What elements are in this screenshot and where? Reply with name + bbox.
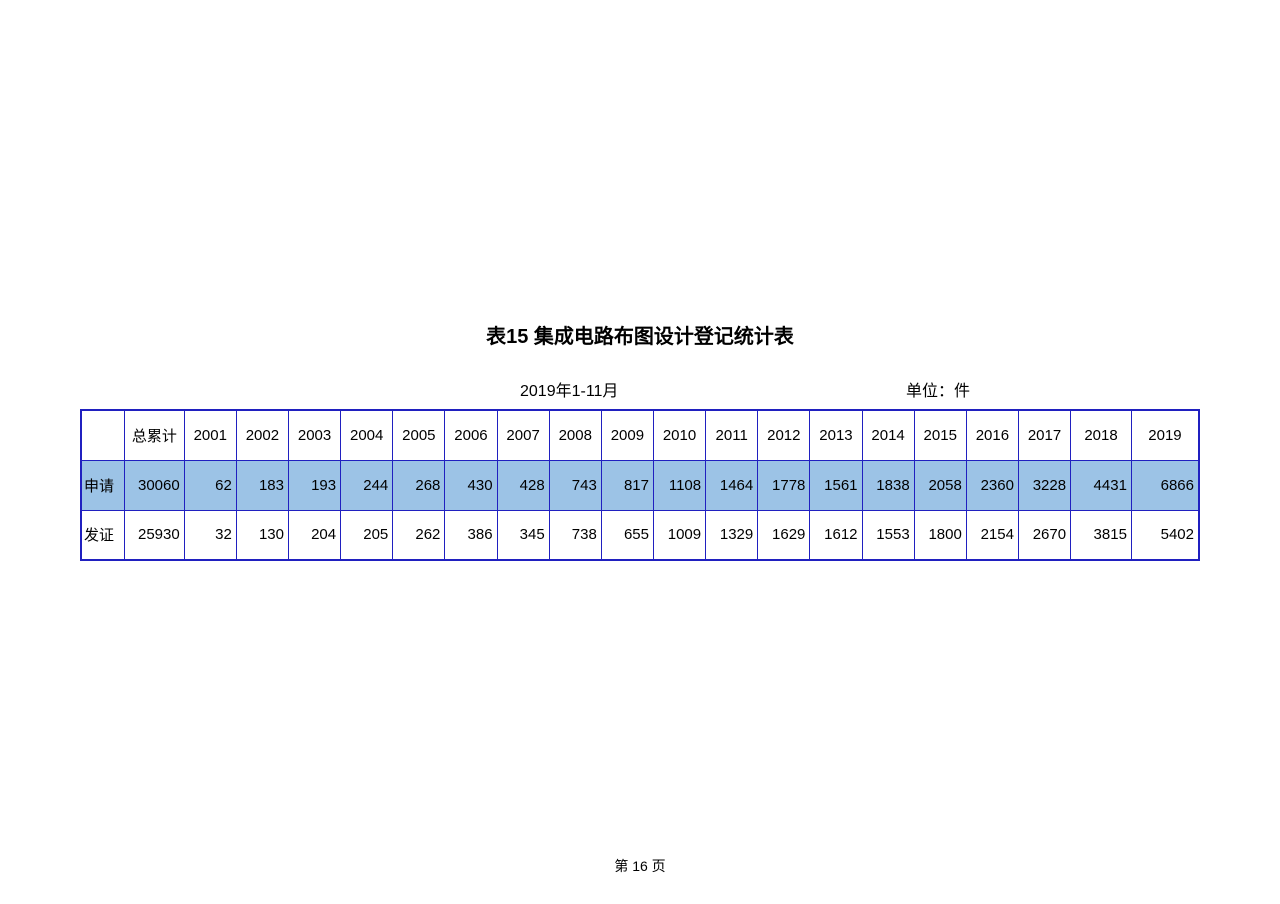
table-header-cell: 2015	[914, 410, 966, 460]
table-header-cell: 2002	[236, 410, 288, 460]
table-cell: 345	[497, 510, 549, 560]
table-cell: 32	[184, 510, 236, 560]
table-cell: 1561	[810, 460, 862, 510]
data-table-wrapper: 总累计 2001 2002 2003 2004 2005 2006 2007 2…	[80, 409, 1200, 561]
table-cell: 204	[288, 510, 340, 560]
table-header-cell: 2017	[1018, 410, 1070, 460]
table-cell: 1009	[653, 510, 705, 560]
table-header-cell: 2013	[810, 410, 862, 460]
date-range: 2019年1-11月	[520, 377, 618, 401]
table-cell: 3815	[1071, 510, 1132, 560]
table-cell: 193	[288, 460, 340, 510]
table-header-cell: 2001	[184, 410, 236, 460]
table-header-cell: 2009	[601, 410, 653, 460]
table-header-cell: 2006	[445, 410, 497, 460]
table-cell: 183	[236, 460, 288, 510]
table-cell: 2058	[914, 460, 966, 510]
unit-label: 单位：件	[906, 377, 970, 401]
table-cell: 2360	[966, 460, 1018, 510]
row-label: 申请	[81, 460, 124, 510]
table-cell: 6866	[1131, 460, 1199, 510]
table-header-cell: 2011	[706, 410, 758, 460]
table-cell: 1108	[653, 460, 705, 510]
table-cell: 130	[236, 510, 288, 560]
table-cell: 25930	[124, 510, 184, 560]
table-cell: 244	[341, 460, 393, 510]
table-cell: 655	[601, 510, 653, 560]
table-cell: 1553	[862, 510, 914, 560]
table-header-row: 总累计 2001 2002 2003 2004 2005 2006 2007 2…	[81, 410, 1199, 460]
table-header-cell	[81, 410, 124, 460]
table-header-cell: 2003	[288, 410, 340, 460]
table-cell: 268	[393, 460, 445, 510]
table-cell: 2670	[1018, 510, 1070, 560]
table-title: 表15 集成电路布图设计登记统计表	[486, 320, 794, 349]
table-cell: 62	[184, 460, 236, 510]
data-table: 总累计 2001 2002 2003 2004 2005 2006 2007 2…	[80, 409, 1200, 561]
table-cell: 1629	[758, 510, 810, 560]
table-header-cell: 总累计	[124, 410, 184, 460]
table-cell: 5402	[1131, 510, 1199, 560]
table-cell: 3228	[1018, 460, 1070, 510]
table-cell: 1464	[706, 460, 758, 510]
table-cell: 4431	[1071, 460, 1132, 510]
table-header-cell: 2005	[393, 410, 445, 460]
row-label: 发证	[81, 510, 124, 560]
page-footer: 第 16 页	[0, 856, 1280, 876]
table-cell: 1778	[758, 460, 810, 510]
table-cell: 738	[549, 510, 601, 560]
table-cell: 1838	[862, 460, 914, 510]
table-header-cell: 2008	[549, 410, 601, 460]
table-header-cell: 2012	[758, 410, 810, 460]
table-cell: 262	[393, 510, 445, 560]
table-cell: 205	[341, 510, 393, 560]
table-cell: 386	[445, 510, 497, 560]
table-cell: 2154	[966, 510, 1018, 560]
table-cell: 428	[497, 460, 549, 510]
table-cell: 1800	[914, 510, 966, 560]
table-header-cell: 2016	[966, 410, 1018, 460]
table-header-cell: 2010	[653, 410, 705, 460]
table-header-cell: 2018	[1071, 410, 1132, 460]
table-cell: 1612	[810, 510, 862, 560]
table-cell: 743	[549, 460, 601, 510]
table-body: 申请 30060 62 183 193 244 268 430 428 743 …	[81, 460, 1199, 560]
table-row: 发证 25930 32 130 204 205 262 386 345 738 …	[81, 510, 1199, 560]
table-cell: 817	[601, 460, 653, 510]
table-header-cell: 2007	[497, 410, 549, 460]
subtitle-row: 2019年1-11月 单位：件	[80, 377, 1200, 399]
table-header-cell: 2014	[862, 410, 914, 460]
table-header-cell: 2004	[341, 410, 393, 460]
table-cell: 430	[445, 460, 497, 510]
table-header-cell: 2019	[1131, 410, 1199, 460]
table-cell: 30060	[124, 460, 184, 510]
table-row: 申请 30060 62 183 193 244 268 430 428 743 …	[81, 460, 1199, 510]
table-cell: 1329	[706, 510, 758, 560]
